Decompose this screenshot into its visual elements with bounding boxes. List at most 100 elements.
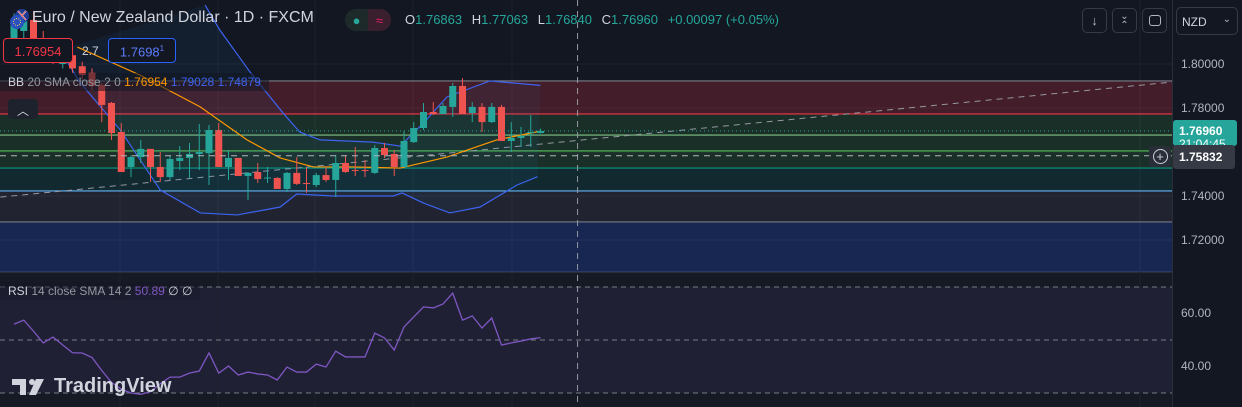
- candle: [117, 122, 125, 173]
- last-price-label: 1.76960 21:04:45: [1173, 120, 1237, 146]
- candle-body: [225, 157, 232, 167]
- candle-body: [410, 128, 418, 143]
- candle: [283, 172, 291, 193]
- rsi-extra-value-1: ∅: [168, 284, 179, 298]
- brand-name: TradingView: [54, 375, 172, 397]
- candle-body: [69, 55, 76, 69]
- candle-body: [312, 175, 320, 185]
- candle-body: [10, 20, 18, 40]
- candle-body: [205, 130, 213, 154]
- candle: [108, 102, 115, 140]
- candle: [322, 166, 330, 182]
- spread-value: 2.7: [82, 44, 99, 58]
- rsi-value: 50.89: [134, 284, 165, 298]
- candle-body: [332, 163, 340, 180]
- currency-dropdown[interactable]: NZD ⌄: [1176, 7, 1238, 35]
- bb-name: BB: [8, 75, 25, 89]
- candle-body: [371, 148, 379, 173]
- open-label: O: [405, 12, 416, 27]
- rsi-extra-value-2: ∅: [181, 284, 193, 298]
- symbol-title[interactable]: Euro / New Zealand Dollar · 1D · FXCM: [32, 9, 314, 26]
- candle: [507, 122, 515, 152]
- candle-body: [488, 106, 496, 123]
- candle: [488, 102, 496, 123]
- candle-body: [351, 170, 359, 172]
- candle-body: [361, 170, 369, 172]
- candle: [517, 126, 525, 147]
- candle-body: [98, 84, 106, 105]
- chevron-up-icon: ︿: [16, 104, 29, 118]
- candle: [371, 144, 379, 174]
- price-chart[interactable]: [0, 0, 1172, 407]
- candle-body: [166, 159, 174, 178]
- candle-body: [176, 157, 184, 162]
- candle: [332, 155, 340, 198]
- rsi-tick: 60.00: [1181, 306, 1212, 320]
- candle-body: [273, 177, 281, 189]
- candle-body: [254, 172, 262, 180]
- bb-lower-value: 1.74879: [217, 75, 261, 89]
- candle-body: [283, 172, 291, 189]
- rsi-name: RSI: [8, 284, 29, 298]
- bb-basis-value: 1.76954: [124, 75, 168, 89]
- level-zone: [0, 221, 1172, 272]
- bb-params: 20 SMA close 2 0: [27, 75, 121, 89]
- candle-body: [264, 177, 271, 179]
- market-status[interactable]: ● ≈: [345, 9, 391, 31]
- sell-button[interactable]: 1.76954: [3, 38, 73, 63]
- high-label: H: [471, 12, 482, 27]
- toggle-legend-button[interactable]: ︿: [8, 99, 38, 119]
- rsi-legend[interactable]: RSI 14 close SMA 14 2 50.89 ∅ ∅: [0, 282, 201, 300]
- scroll-to-latest-button[interactable]: ↓: [1082, 8, 1107, 33]
- candle: [215, 122, 223, 167]
- candle: [449, 82, 457, 118]
- candle: [381, 142, 388, 158]
- open-value: 1.76863: [415, 12, 463, 27]
- candle: [351, 146, 359, 176]
- eur-nzd-flag-icon: [10, 9, 29, 29]
- collapse-button[interactable]: ⌄ ⌃: [1112, 8, 1137, 33]
- high-value: 1.77063: [481, 12, 529, 27]
- candle: [264, 166, 271, 184]
- delayed-data-icon: ≈: [368, 9, 391, 31]
- candle: [478, 102, 486, 132]
- candle: [303, 166, 310, 193]
- candle: [410, 122, 418, 143]
- candle-body: [400, 141, 408, 167]
- candle-body: [322, 175, 330, 180]
- candle-body: [108, 102, 115, 134]
- candle: [342, 155, 349, 173]
- fullscreen-icon: [1148, 15, 1161, 26]
- candle-body: [156, 166, 164, 178]
- price-axis[interactable]: [1172, 0, 1242, 407]
- candle: [439, 102, 447, 114]
- candle-body: [478, 106, 486, 123]
- candle: [176, 146, 184, 171]
- rsi-line: [13, 291, 541, 395]
- candle-body: [117, 131, 125, 173]
- candle-body: [30, 20, 37, 42]
- candle-body: [381, 148, 388, 156]
- candle: [234, 157, 242, 176]
- candle-body: [517, 135, 525, 138]
- candle-body: [537, 130, 544, 134]
- candle-body: [303, 183, 310, 185]
- candle: [273, 177, 281, 189]
- buy-button[interactable]: 1.76981: [108, 38, 176, 63]
- tradingview-logo[interactable]: TradingView: [12, 375, 171, 398]
- bb-basis-line: [77, 46, 541, 169]
- candle-body: [439, 106, 447, 114]
- fullscreen-button[interactable]: [1142, 8, 1167, 33]
- candle-body: [215, 130, 223, 167]
- add-alert-button[interactable]: +: [1149, 146, 1171, 167]
- candle: [527, 115, 535, 147]
- candle: [166, 155, 174, 180]
- plus-circle-icon: +: [1152, 149, 1168, 164]
- chevron-down-icon: ⌄: [1222, 14, 1231, 25]
- candle: [361, 159, 369, 178]
- candle: [293, 157, 301, 185]
- candle: [156, 152, 164, 182]
- candle: [459, 78, 466, 114]
- bb-legend[interactable]: BB 20 SMA close 2 0 1.76954 1.79028 1.74…: [0, 73, 269, 91]
- last-price: 1.76960: [1179, 124, 1223, 138]
